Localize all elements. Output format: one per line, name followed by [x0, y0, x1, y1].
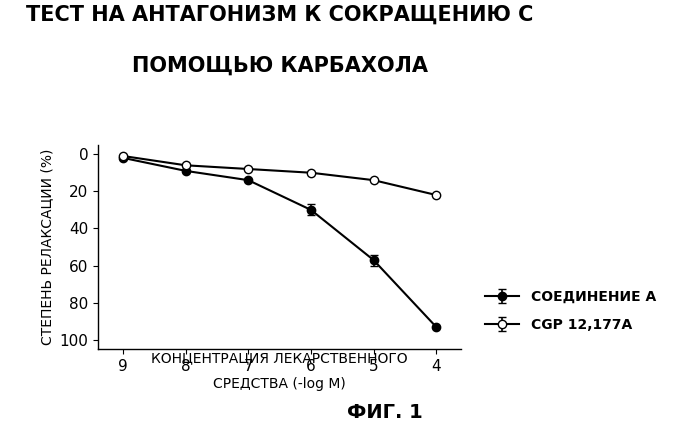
Y-axis label: СТЕПЕНЬ РЕЛАКСАЦИИ (%): СТЕПЕНЬ РЕЛАКСАЦИИ (%) [40, 149, 54, 345]
Text: ТЕСТ НА АНТАГОНИЗМ К СОКРАЩЕНИЮ С: ТЕСТ НА АНТАГОНИЗМ К СОКРАЩЕНИЮ С [26, 4, 533, 24]
Text: ФИГ. 1: ФИГ. 1 [347, 403, 422, 422]
Text: СРЕДСТВА (-log M): СРЕДСТВА (-log M) [213, 377, 346, 391]
Text: ПОМОЩЬЮ КАРБАХОЛА: ПОМОЩЬЮ КАРБАХОЛА [131, 55, 428, 75]
Text: КОНЦЕНТРАЦИЯ ЛЕКАРСТВЕННОГО: КОНЦЕНТРАЦИЯ ЛЕКАРСТВЕННОГО [151, 351, 408, 366]
Legend: СОЕДИНЕНИЕ А, CGP 12,177A: СОЕДИНЕНИЕ А, CGP 12,177A [480, 285, 661, 338]
